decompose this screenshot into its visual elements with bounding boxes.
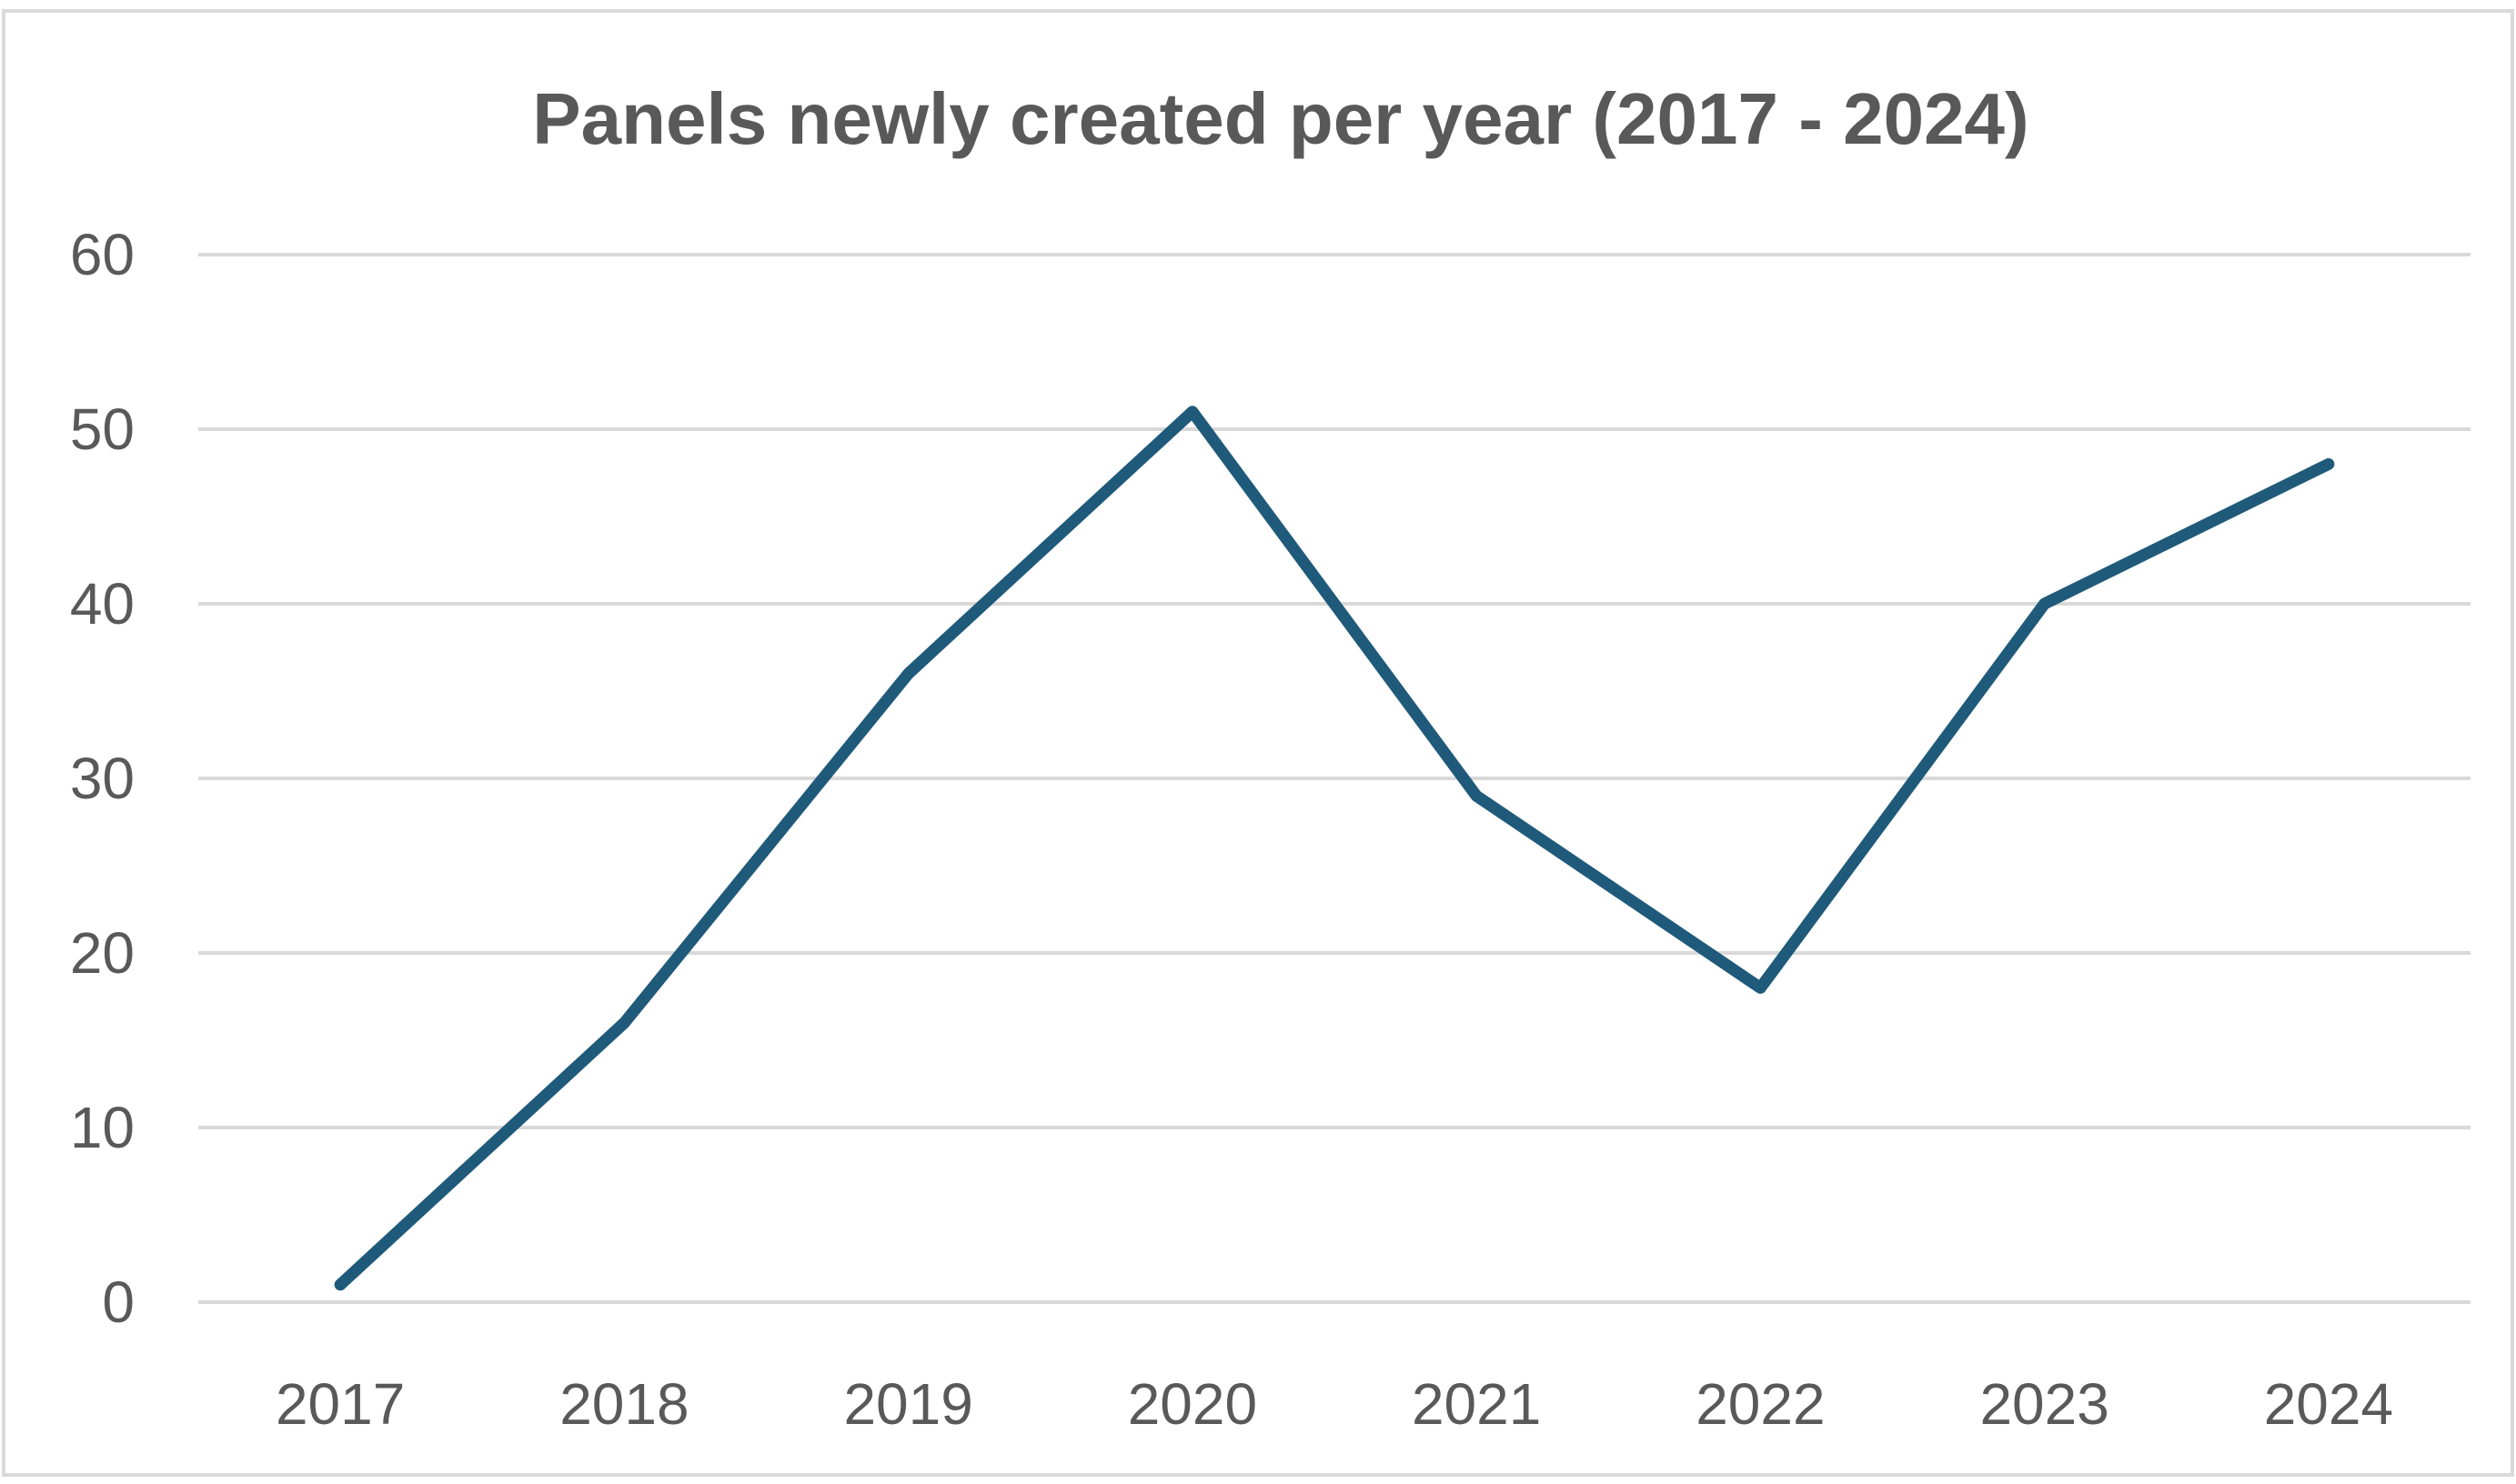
y-tick-label: 30: [70, 746, 135, 811]
x-tick-label: 2021: [1412, 1371, 1541, 1437]
x-tick-label: 2023: [1979, 1371, 2108, 1437]
x-tick-label: 2022: [1696, 1371, 1825, 1437]
x-tick-label: 2019: [843, 1371, 972, 1437]
y-tick-label: 40: [70, 571, 135, 637]
y-tick-label: 60: [70, 222, 135, 287]
x-tick-label: 2017: [276, 1371, 405, 1437]
chart-title: Panels newly created per year (2017 - 20…: [532, 78, 2028, 159]
series-layer: [334, 406, 2335, 1291]
y-tick-label: 20: [70, 920, 135, 986]
y-axis-tick-labels: 0 10 20 30 40 50 60: [70, 222, 135, 1335]
x-tick-label: 2024: [2264, 1371, 2393, 1437]
x-tick-label: 2018: [559, 1371, 689, 1437]
y-tick-label: 10: [70, 1095, 135, 1160]
series-line-0: [334, 406, 2335, 1291]
y-tick-label: 50: [70, 396, 135, 462]
y-tick-label: 0: [102, 1269, 135, 1335]
x-axis-tick-labels: 2017 2018 2019 2020 2021 2022 2023 2024: [276, 1371, 2393, 1437]
x-tick-label: 2020: [1128, 1371, 1257, 1437]
